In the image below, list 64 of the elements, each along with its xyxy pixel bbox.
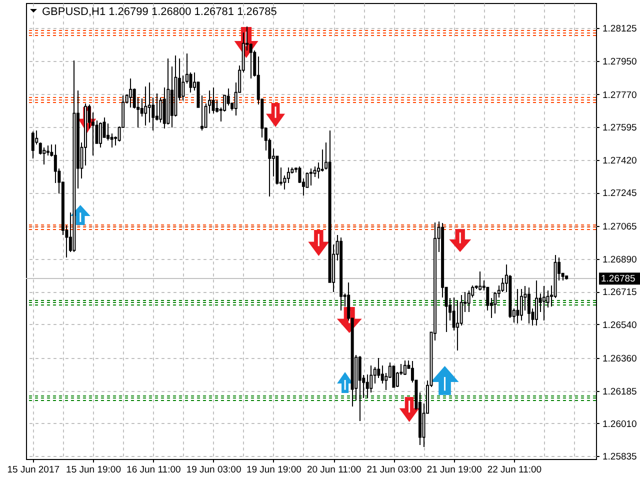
x-tick-label: 16 Jun 11:00 [126,464,181,476]
candlestick [494,292,497,314]
candlestick [182,74,185,101]
candlestick [298,166,302,184]
x-tick-label: 21 Jun 03:00 [366,464,422,476]
y-tick-label: 1.27065 [602,222,637,233]
candlestick [542,286,546,321]
candlestick [46,144,50,156]
y-tick-label: 1.27595 [602,122,637,134]
candlestick [31,130,34,159]
candlestick [535,280,538,326]
y-tick-label: 1.26185 [602,386,637,398]
candlestick [358,356,362,422]
y-tick-label: 1.27420 [602,155,637,166]
candlestick [310,168,312,186]
candlestick [313,166,316,178]
y-tick-label: 1.27770 [602,90,637,101]
candlestick [159,96,162,123]
candlestick [42,146,46,165]
x-tick-label: 19 Jun 19:00 [246,464,302,476]
candlestick [478,270,482,291]
candlestick [212,86,215,114]
y-tick-label: 1.26890 [602,254,637,266]
candlestick [520,288,523,321]
candlestick [392,364,396,388]
candlestick [516,288,520,324]
y-tick-label: 1.28125 [602,24,637,35]
y-tick-label: 1.26540 [602,320,637,331]
candlestick [99,122,102,148]
x-tick-label: 19 Jun 03:00 [186,464,242,476]
candlestick [95,120,98,144]
candlestick [155,92,158,121]
y-tick-label: 1.26715 [602,287,637,298]
candlestick [403,360,406,376]
candlestick [140,98,144,117]
y-tick-label: 1.26010 [602,418,637,430]
candlestick [144,86,148,126]
y-tick-label: 1.25835 [602,452,637,463]
candlestick [467,290,470,313]
ref-line-label: 1.26785 [601,274,636,285]
y-tick-label: 1.27950 [602,56,637,68]
chart-title: GBPUSD,H1 1.26799 1.26800 1.26781 1.26785 [42,6,277,18]
candlestick [129,78,132,108]
candlestick [106,122,110,141]
x-tick-label: 20 Jun 11:00 [306,464,362,476]
candlestick [456,300,460,351]
candlestick [200,94,204,131]
x-tick-label: 22 Jun 11:00 [487,464,542,476]
candlestick [527,286,530,324]
candlestick [185,52,188,84]
candlestick [377,358,380,379]
x-tick-label: 15 Jun 19:00 [66,464,121,476]
candlestick [317,162,320,179]
x-tick-label: 21 Jun 19:00 [426,464,482,476]
x-tick-label: 15 Jun 2017 [7,464,60,476]
y-tick-label: 1.26360 [602,354,637,365]
candlestick [460,294,463,326]
candlestick [249,42,252,79]
candlestick [286,166,290,184]
candlestick [110,132,114,148]
candlestick [148,82,151,123]
candlestick [546,290,550,308]
candlestick [366,374,369,399]
y-tick-label: 1.27245 [602,188,637,200]
